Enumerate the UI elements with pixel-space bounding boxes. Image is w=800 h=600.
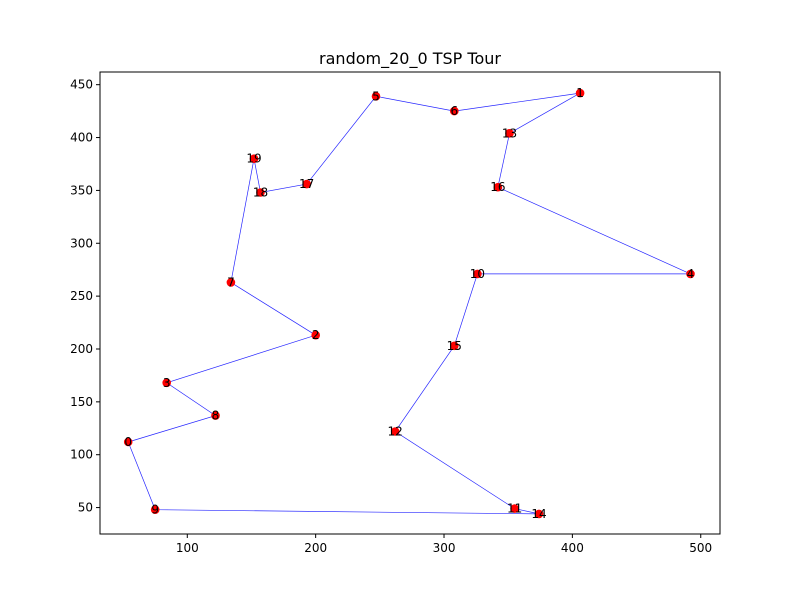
- city-label-5: 5: [372, 89, 380, 103]
- city-point-18: [256, 188, 265, 197]
- city-label-12: 12: [388, 425, 403, 439]
- y-tick-label: 150: [70, 395, 93, 409]
- x-tick-label: 100: [176, 541, 199, 555]
- city-point-3: [162, 378, 171, 388]
- city-label-14: 14: [531, 507, 546, 521]
- city-point-14: [534, 509, 544, 519]
- x-tick-label: 500: [689, 541, 712, 555]
- y-tick-label: 200: [70, 342, 93, 356]
- city-label-18: 18: [253, 186, 268, 200]
- y-axis-ticks: 50 100 150 200 250 300 350 400 450: [70, 78, 100, 515]
- city-point-16: [493, 182, 503, 192]
- city-point-7: [226, 278, 236, 287]
- city-point-5: [371, 92, 381, 101]
- city-label-11: 11: [507, 502, 522, 516]
- city-point-11: [510, 504, 519, 513]
- city-point-13: [505, 129, 514, 138]
- city-point-17: [302, 179, 312, 189]
- city-points-group: [123, 88, 695, 519]
- city-label-1: 1: [576, 86, 584, 100]
- city-point-10: [473, 269, 482, 279]
- city-label-2: 2: [312, 328, 320, 342]
- city-label-7: 7: [227, 275, 235, 289]
- city-label-19: 19: [246, 152, 261, 166]
- city-label-10: 10: [470, 267, 485, 281]
- city-label-3: 3: [163, 376, 171, 390]
- y-tick-label: 400: [70, 131, 93, 145]
- city-point-2: [311, 330, 321, 340]
- city-point-19: [249, 154, 259, 163]
- city-point-9: [150, 505, 160, 514]
- city-label-8: 8: [212, 409, 220, 423]
- city-label-4: 4: [687, 267, 695, 281]
- city-point-8: [211, 411, 220, 420]
- x-axis-ticks: 100 200 300 400 500: [176, 534, 712, 555]
- city-point-4: [686, 269, 695, 279]
- y-tick-label: 250: [70, 289, 93, 303]
- city-point-12: [390, 427, 400, 436]
- y-tick-label: 50: [78, 501, 93, 515]
- y-tick-label: 350: [70, 183, 93, 197]
- y-tick-label: 450: [70, 78, 93, 92]
- city-label-6: 6: [450, 104, 458, 118]
- city-point-1: [575, 88, 585, 98]
- city-label-15: 15: [447, 339, 462, 353]
- city-label-16: 16: [490, 180, 505, 194]
- city-point-0: [123, 437, 133, 447]
- city-label-0: 0: [124, 435, 132, 449]
- x-tick-label: 200: [304, 541, 327, 555]
- city-point-15: [450, 341, 459, 351]
- city-label-17: 17: [299, 177, 314, 191]
- y-tick-label: 300: [70, 236, 93, 250]
- plot-frame: [99, 71, 721, 535]
- tour-path-group: [127, 92, 691, 515]
- x-tick-label: 400: [561, 541, 584, 555]
- tour-path: [127, 92, 691, 515]
- city-label-13: 13: [502, 126, 517, 140]
- y-tick-label: 100: [70, 448, 93, 462]
- x-tick-label: 300: [433, 541, 456, 555]
- city-label-9: 9: [151, 503, 159, 517]
- chart-title: random_20_0 TSP Tour: [319, 49, 501, 69]
- city-point-6: [450, 106, 459, 116]
